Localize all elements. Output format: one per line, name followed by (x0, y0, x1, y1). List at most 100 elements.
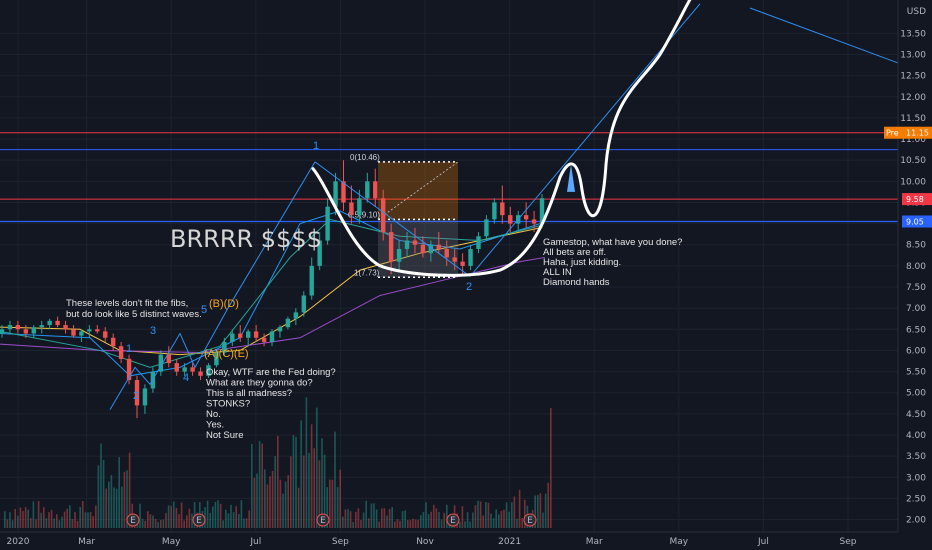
volume-bar (261, 443, 263, 528)
volume-bar (121, 486, 123, 528)
y-tick-label: 7.00 (906, 304, 926, 314)
moving-average-line (0, 218, 541, 368)
volume-bar (443, 512, 445, 528)
fed-note-line: What are they gonna do? (206, 378, 313, 389)
volume-bar (89, 512, 92, 528)
volume-bar (100, 443, 102, 528)
volume-bar (173, 501, 175, 528)
volume-bar (326, 487, 328, 528)
candle-body (7, 325, 13, 330)
price-axis[interactable]: 2.00 2.50 3.00 3.50 4.00 4.50 5.00 5.50 6.00 6.50… (897, 0, 926, 532)
candle-body (87, 329, 92, 332)
candle-body (261, 337, 267, 342)
y-tick-label: 6.00 (906, 346, 926, 356)
volume-bar (219, 503, 222, 528)
volume-bar (422, 511, 425, 528)
earnings-marker-label: E (450, 516, 456, 526)
earnings-marker-icon[interactable] (126, 513, 140, 527)
price-tag-bg (902, 126, 932, 139)
volume-bar (251, 443, 253, 528)
gamestop-note-line: Gamestop, what have you done? (543, 237, 682, 248)
volume-bar (105, 488, 107, 528)
gamestop-note-line: Haha, just kidding. (543, 257, 621, 268)
wave-label-blue: 1 (313, 140, 319, 152)
volume-bar (240, 500, 243, 528)
volume-bar (102, 459, 105, 528)
gamestop-note-line: ALL IN (543, 267, 572, 278)
candle-body (222, 341, 227, 353)
volume-bar (409, 520, 412, 528)
volume-bar (414, 519, 417, 528)
volume-bar (477, 500, 479, 528)
volume-bar (222, 520, 224, 528)
volume-bar (178, 514, 180, 528)
volume-bar (466, 512, 469, 528)
volume-bar (461, 506, 464, 528)
x-tick-label: Jul (249, 537, 261, 547)
volume-bar (258, 440, 261, 528)
volume-bar (50, 509, 53, 528)
volume-bar (188, 508, 191, 528)
volume-bar (209, 512, 211, 528)
price-tag-value: 11.15 (906, 129, 929, 138)
volume-bar (4, 511, 6, 528)
volume-bar (300, 420, 302, 528)
volume-bar (425, 502, 427, 528)
volume-bar (334, 431, 336, 528)
volume-bar (266, 484, 269, 528)
candle-body (404, 240, 410, 249)
earnings-marker-icon[interactable] (192, 513, 206, 527)
volume-bar (269, 476, 271, 528)
fib-bottom-label: 1(7.73) (354, 268, 380, 277)
volume-bar (373, 503, 375, 528)
earnings-marker-label: E (130, 516, 136, 526)
volume-bar (63, 511, 66, 528)
volume-bar (79, 507, 81, 528)
earnings-marker-icon[interactable] (523, 513, 537, 527)
volume-bar (292, 434, 295, 528)
volume-bar (95, 505, 97, 528)
price-tag-label: Pre (886, 129, 899, 138)
candle-body (500, 202, 505, 216)
time-axis[interactable]: 2020 Mar May Jul Sep Nov 2021 Mar May Jul Sep (0, 531, 898, 547)
y-tick-label: 11.50 (900, 114, 926, 124)
volume-bar (45, 518, 48, 528)
volume-bar (110, 475, 113, 528)
y-tick-label: 12.00 (900, 93, 926, 103)
wave-label-orange: (A)(C)(E) (204, 348, 249, 360)
volume-bar (162, 519, 165, 528)
volume-bar (118, 457, 120, 528)
volume-bar (534, 495, 536, 528)
volume-bar (279, 479, 282, 528)
candle-body (158, 354, 164, 372)
earnings-marker-icon[interactable] (446, 513, 460, 527)
volume-bar (295, 436, 297, 528)
candle-body (206, 365, 211, 376)
volume-bar (139, 503, 141, 528)
volume-bar (547, 482, 549, 528)
volume-bar (383, 508, 386, 528)
volume-bar (43, 507, 45, 528)
volume-bar (297, 487, 300, 528)
volume-bar (149, 514, 152, 528)
y-tick-label: 13.00 (900, 51, 926, 61)
earnings-marker-icon[interactable] (316, 513, 330, 527)
volume-bar (495, 509, 497, 528)
volume-bar (157, 521, 159, 528)
volume-bar (368, 518, 370, 528)
volume-bar (396, 519, 399, 528)
y-tick-label: 4.00 (906, 431, 926, 441)
x-tick-label: Mar (586, 537, 603, 547)
volume-bar (170, 505, 172, 528)
candle-body (277, 327, 283, 332)
volume-bar (32, 501, 35, 528)
volume-bar (505, 502, 508, 528)
fed-note-line: Yes. (206, 420, 224, 431)
candle-body (269, 331, 275, 342)
volume-bar (76, 520, 79, 528)
earnings-marker-label: E (196, 516, 202, 526)
volume-bar (235, 506, 237, 528)
gamestop-note-line: Diamond hands (543, 277, 610, 288)
volume-bar (160, 520, 162, 528)
